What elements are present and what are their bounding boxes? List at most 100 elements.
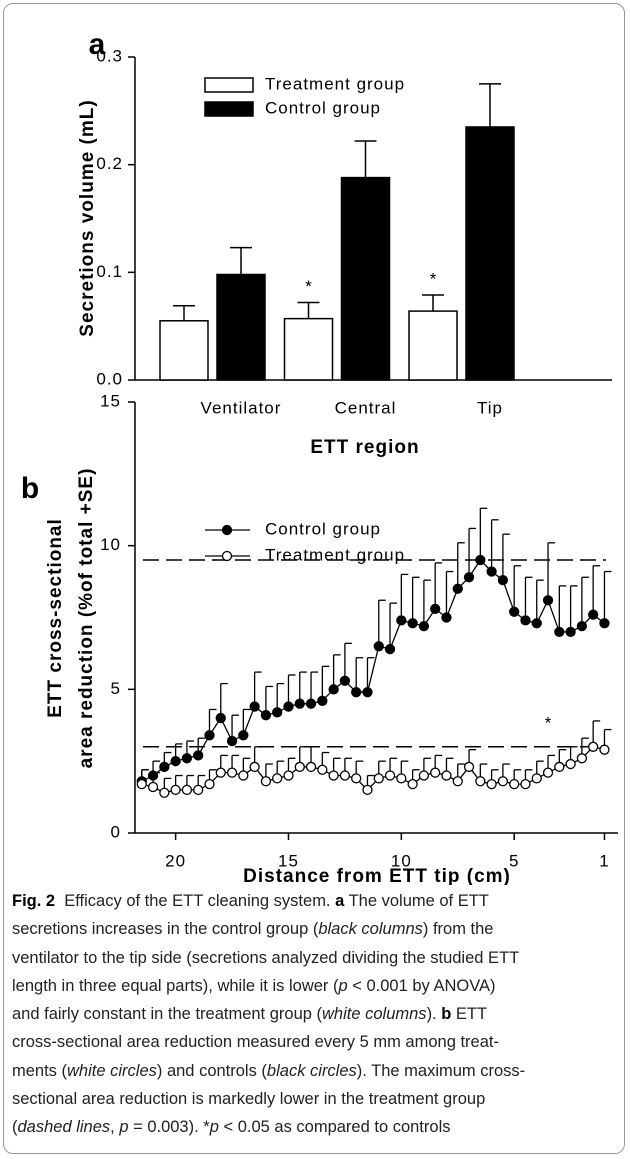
marker <box>554 761 565 773</box>
marker <box>249 761 260 773</box>
marker <box>181 753 193 764</box>
caption-line: and fairly constant in the treatment gro… <box>12 1000 622 1028</box>
caption-line: length in three equal parts), while it i… <box>12 972 622 1000</box>
y-tick-label: 0 <box>111 822 121 841</box>
marker <box>305 761 317 773</box>
caption: Fig. 2 Efficacy of the ETT cleaning syst… <box>12 887 622 1142</box>
marker <box>509 779 520 790</box>
marker <box>452 776 463 787</box>
marker <box>486 566 497 577</box>
caption-text: secretions increases in the control grou… <box>12 920 319 939</box>
caption-line: secretions increases in the control grou… <box>12 915 622 943</box>
marker <box>441 612 452 623</box>
panel-label: b <box>21 472 39 505</box>
marker <box>441 770 452 781</box>
marker <box>576 620 588 632</box>
marker <box>317 695 328 706</box>
marker <box>328 684 339 695</box>
marker <box>542 595 554 606</box>
caption-text: p <box>209 1118 219 1137</box>
y-tick-label: 10 <box>100 535 121 554</box>
caption-text: ments ( <box>12 1061 68 1080</box>
legend-label: Control group <box>265 519 381 538</box>
caption-text: cross-sectional area reduction measured … <box>12 1033 499 1052</box>
marker <box>497 776 509 787</box>
marker <box>531 773 542 784</box>
marker <box>170 756 181 767</box>
x-axis-title: ETT region <box>310 437 419 458</box>
caption-text: a <box>335 892 345 910</box>
x-tick-label: 20 <box>165 851 186 870</box>
marker <box>599 744 610 755</box>
marker <box>170 784 181 796</box>
marker <box>159 761 170 773</box>
marker <box>283 770 294 781</box>
marker <box>565 758 576 770</box>
caption-text: ETT <box>451 1005 488 1024</box>
marker <box>272 773 283 784</box>
bar <box>408 310 458 381</box>
caption-text: black circles <box>266 1061 357 1080</box>
marker <box>588 609 599 620</box>
panel-label: a <box>89 28 106 61</box>
marker <box>452 583 463 594</box>
caption-line: sectional area reduction is markedly low… <box>12 1085 622 1113</box>
marker <box>272 707 283 718</box>
x-tick-label: 10 <box>391 851 412 870</box>
marker <box>542 767 554 778</box>
y-axis-title: area reduction (%of total +SE) <box>76 468 97 769</box>
marker <box>418 620 430 632</box>
marker <box>430 767 441 778</box>
legend-swatch <box>204 77 254 93</box>
marker <box>362 784 373 796</box>
marker <box>486 779 497 790</box>
marker <box>509 606 520 617</box>
caption-text: Fig. 2 <box>12 892 56 910</box>
marker <box>520 779 531 790</box>
bar <box>216 273 266 381</box>
marker <box>193 750 204 761</box>
caption-text: p <box>338 976 348 995</box>
figure: a 0.0 0.1 0.2 0.3 Secretions volume (mL) ETT r… <box>21 28 618 885</box>
marker <box>475 554 486 566</box>
marker <box>520 615 531 626</box>
marker <box>384 643 396 655</box>
marker <box>159 787 170 798</box>
marker <box>576 753 588 764</box>
caption-text: ) from the <box>422 920 494 939</box>
bar <box>283 317 334 381</box>
marker <box>554 626 565 638</box>
caption-text: sectional area reduction is markedly low… <box>12 1090 486 1109</box>
marker <box>238 770 249 781</box>
legend-marker <box>221 550 233 562</box>
marker <box>463 761 475 773</box>
caption-text: The volume of ETT <box>344 892 489 910</box>
marker <box>226 735 238 747</box>
significance-mark: * <box>545 713 552 732</box>
caption-text: length in three equal parts), while it i… <box>12 976 339 995</box>
caption-text: ) and controls ( <box>156 1061 267 1080</box>
caption-text: < 0.001 by ANOVA) <box>347 976 496 995</box>
caption-text: , <box>110 1118 120 1137</box>
caption-text: Efficacy of the ETT cleaning system. <box>55 892 336 910</box>
marker <box>147 781 159 793</box>
marker <box>531 618 542 629</box>
x-tick-label: Tip <box>477 398 503 417</box>
marker <box>215 767 226 778</box>
marker <box>407 618 418 629</box>
marker <box>407 779 418 790</box>
marker <box>373 773 384 784</box>
marker <box>204 779 215 790</box>
marker <box>136 779 147 790</box>
caption-text: black columns <box>318 920 423 939</box>
bar <box>340 176 391 381</box>
significance-mark: * <box>305 277 312 296</box>
caption-text: ventilator to the tip side (secretions a… <box>12 948 520 967</box>
marker <box>430 603 441 615</box>
bar <box>465 126 515 381</box>
caption-text: white columns <box>322 1005 427 1024</box>
y-tick-label: 0.2 <box>96 154 123 173</box>
marker <box>294 698 305 709</box>
x-tick-label: 1 <box>599 851 609 870</box>
marker <box>565 626 576 638</box>
